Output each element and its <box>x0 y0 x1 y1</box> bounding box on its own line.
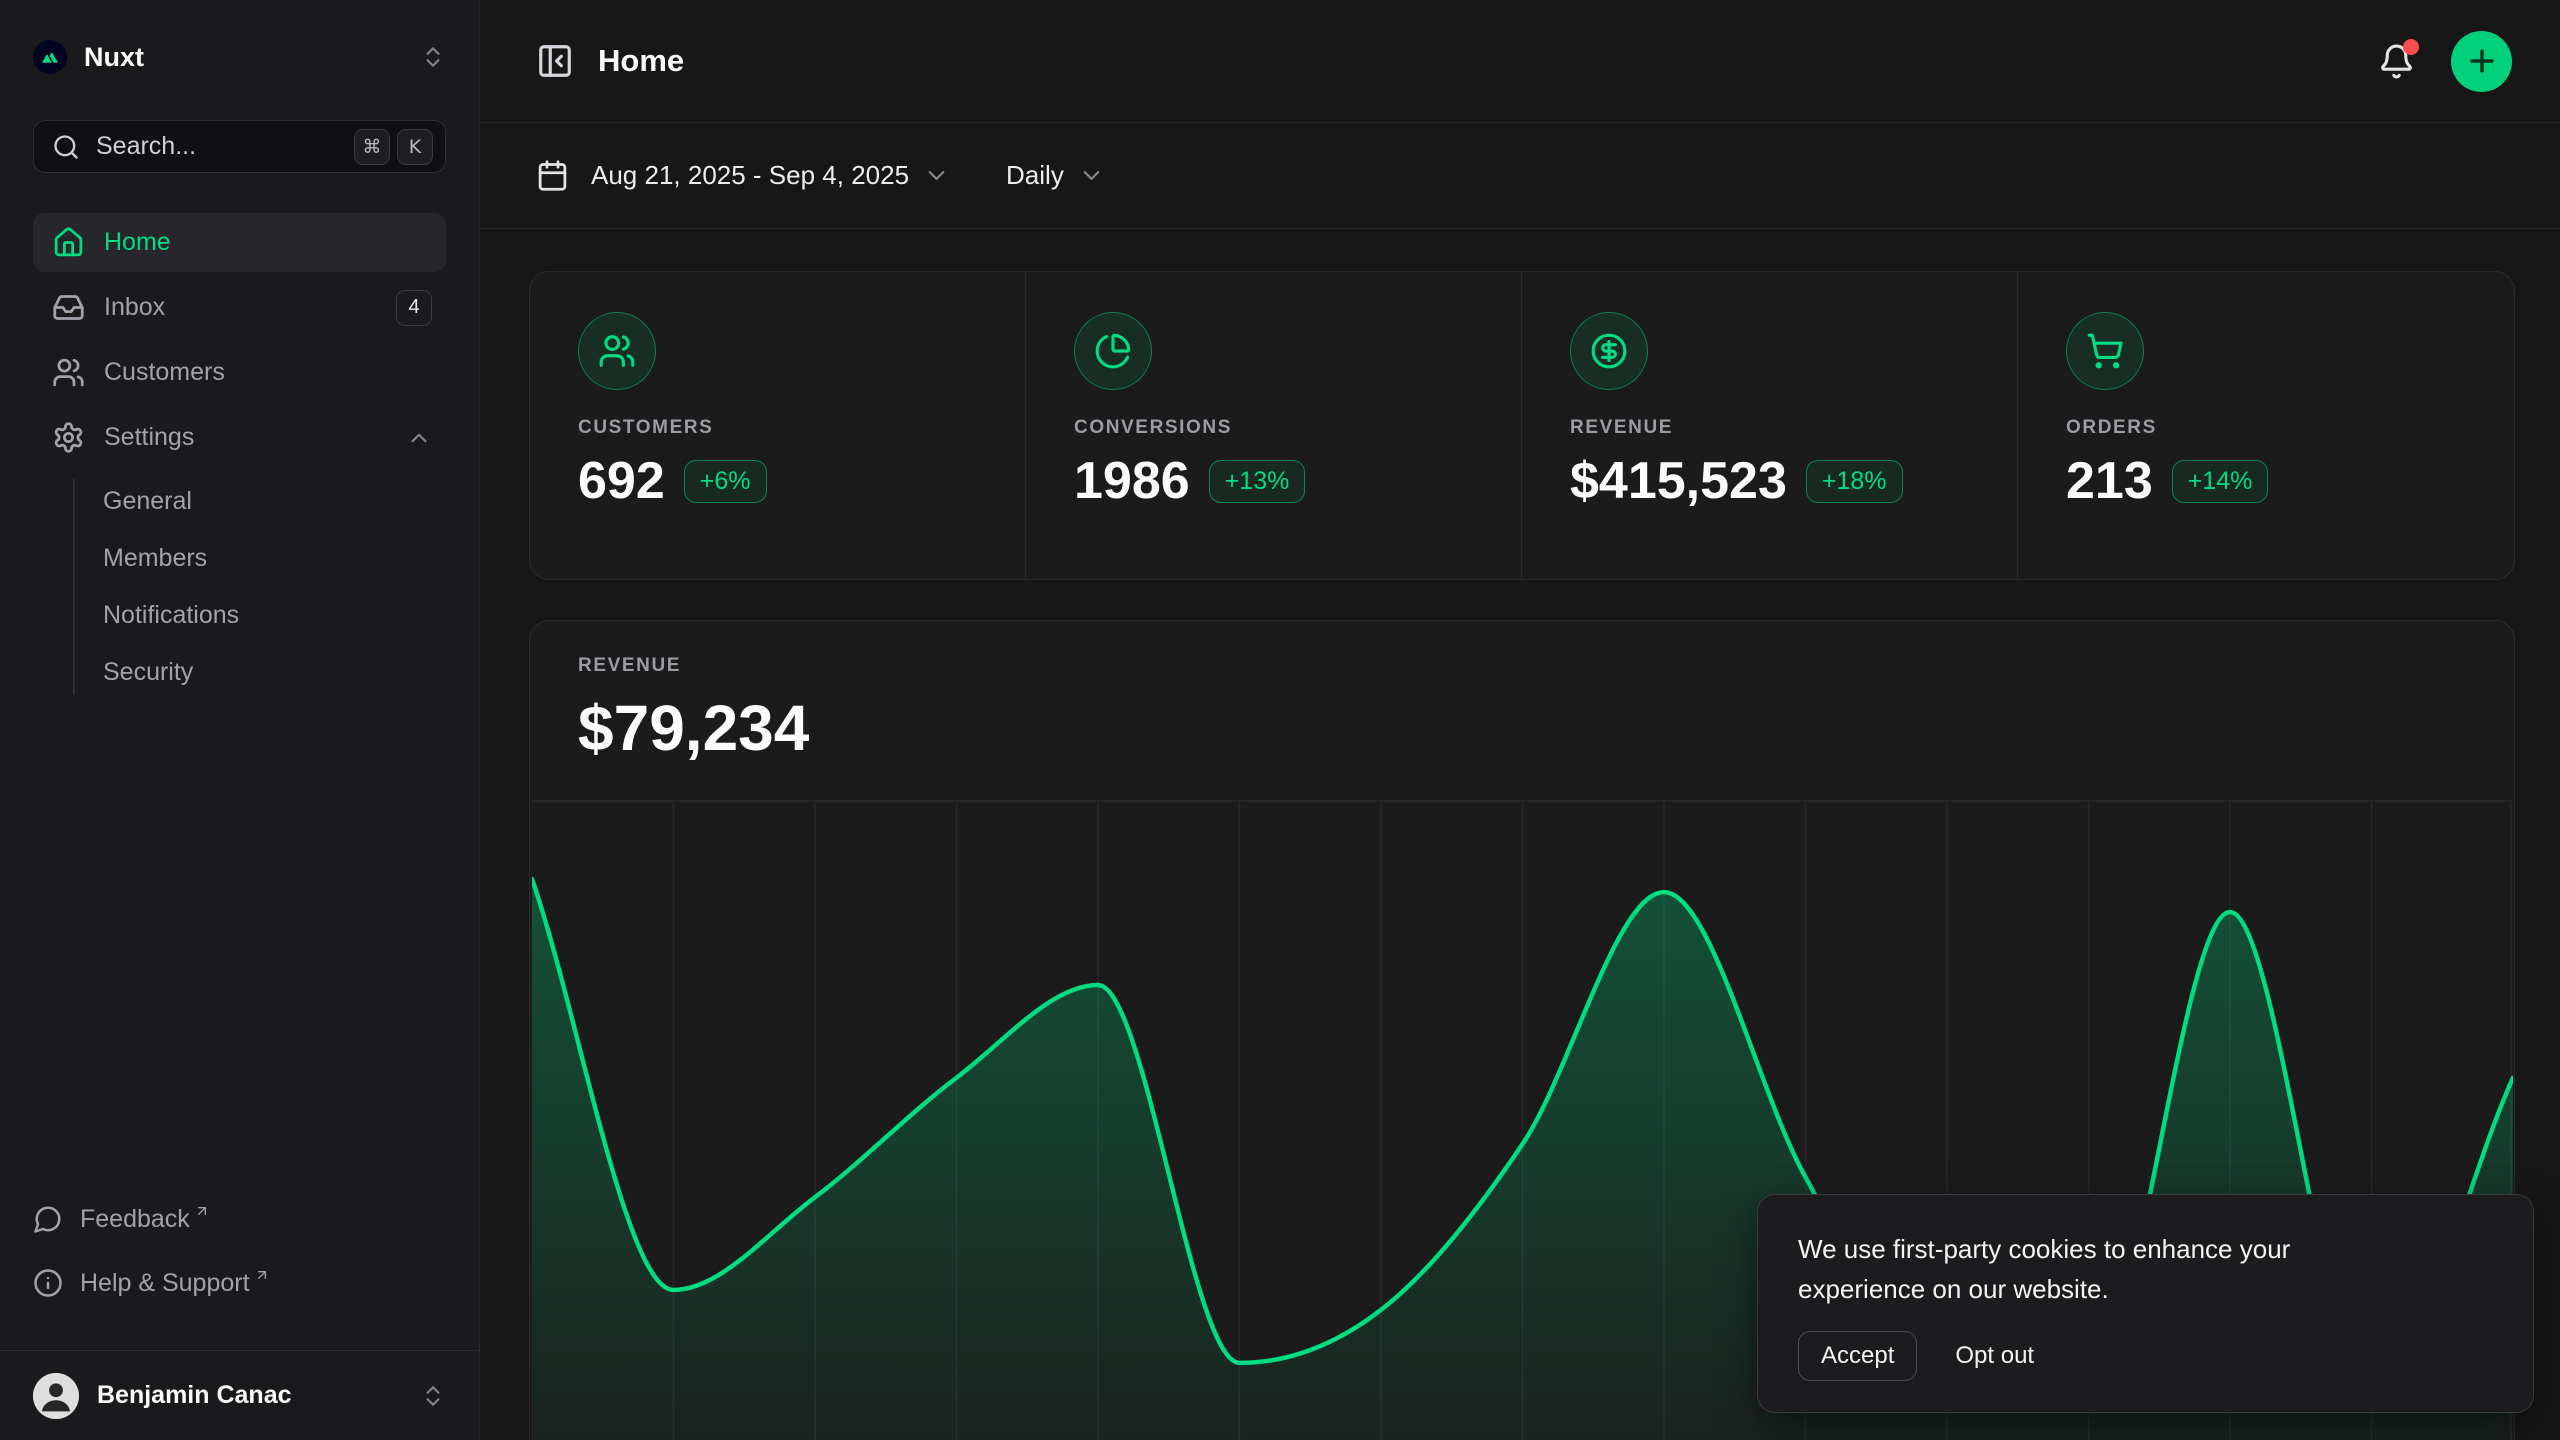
user-menu[interactable]: Benjamin Canac <box>33 1351 446 1440</box>
dollar-circle-icon <box>1570 312 1648 390</box>
house-icon <box>52 226 85 259</box>
calendar-icon <box>536 159 569 192</box>
stat-delta-badge: +6% <box>684 460 767 503</box>
sidebar-item-label: Home <box>104 228 432 257</box>
stat-card-revenue[interactable]: REVENUE $415,523 +18% <box>1522 272 2018 579</box>
users-icon <box>52 356 85 389</box>
stat-label: CUSTOMERS <box>578 417 1025 439</box>
sidebar-item-customers[interactable]: Customers <box>33 343 446 402</box>
date-range-value: Aug 21, 2025 - Sep 4, 2025 <box>591 160 909 191</box>
sidebar-item-members[interactable]: Members <box>73 530 446 587</box>
feedback-label: Feedback <box>80 1205 190 1234</box>
page-title: Home <box>598 43 2378 79</box>
optout-cookies-button[interactable]: Opt out <box>1955 1342 2034 1370</box>
notification-dot <box>2403 39 2419 55</box>
stat-card-customers[interactable]: CUSTOMERS 692 +6% <box>530 272 1026 579</box>
sub-item-label: Security <box>103 658 193 687</box>
accept-cookies-button[interactable]: Accept <box>1798 1331 1917 1381</box>
filters-toolbar: Aug 21, 2025 - Sep 4, 2025 Daily <box>480 123 2560 229</box>
nuxt-logo <box>33 40 67 74</box>
stat-value: 1986 <box>1074 451 1190 511</box>
search-icon <box>52 133 80 161</box>
sidebar-item-settings[interactable]: Settings <box>33 408 446 467</box>
search-input[interactable]: Search... ⌘ K <box>33 120 446 173</box>
sidebar-item-security[interactable]: Security <box>73 644 446 701</box>
sub-item-label: Members <box>103 544 207 573</box>
sidebar-item-home[interactable]: Home <box>33 213 446 272</box>
chevrons-up-down-icon <box>420 44 446 70</box>
nuxt-dashboard-app: { "colors": { "accent": "#00dc82", "back… <box>0 0 2560 1440</box>
period-value: Daily <box>1006 160 1064 191</box>
message-circle-icon <box>33 1204 63 1234</box>
stat-delta-badge: +13% <box>1209 460 1306 503</box>
cookie-banner: We use first-party cookies to enhance yo… <box>1757 1194 2534 1413</box>
cookie-message: We use first-party cookies to enhance yo… <box>1798 1229 2418 1309</box>
settings-subnav: General Members Notifications Security <box>33 473 446 701</box>
gear-icon <box>52 421 85 454</box>
stat-label: ORDERS <box>2066 417 2514 439</box>
workspace-name: Nuxt <box>84 42 420 73</box>
plus-icon <box>2465 44 2499 78</box>
inbox-count-badge: 4 <box>396 290 432 326</box>
kbd-cmd: ⌘ <box>354 129 390 165</box>
add-button[interactable] <box>2451 31 2512 92</box>
help-support-link[interactable]: Help & Support <box>33 1262 446 1305</box>
sidebar-nav: Home Inbox 4 Customers Settings General … <box>33 213 446 707</box>
chevron-down-icon <box>1078 162 1105 189</box>
chevron-down-icon <box>923 162 950 189</box>
stat-card-orders[interactable]: ORDERS 213 +14% <box>2018 272 2514 579</box>
stats-row: CUSTOMERS 692 +6% CONVERSIONS 1986 +13% <box>529 271 2515 580</box>
sidebar-item-notifications[interactable]: Notifications <box>73 587 446 644</box>
inbox-icon <box>52 291 85 324</box>
chevron-up-icon <box>406 425 432 451</box>
external-link-icon <box>194 1203 210 1219</box>
revenue-chart-label: REVENUE <box>578 655 2514 677</box>
stat-card-conversions[interactable]: CONVERSIONS 1986 +13% <box>1026 272 1522 579</box>
page-header: Home <box>480 0 2560 123</box>
stat-value: 692 <box>578 451 665 511</box>
stat-delta-badge: +14% <box>2172 460 2269 503</box>
sidebar: Nuxt Search... ⌘ K Home Inbox 4 Customer… <box>0 0 480 1440</box>
search-placeholder: Search... <box>96 132 347 161</box>
panel-left-close-icon <box>536 42 574 80</box>
sidebar-item-inbox[interactable]: Inbox 4 <box>33 278 446 337</box>
sub-item-label: Notifications <box>103 601 239 630</box>
external-link-icon <box>254 1267 270 1283</box>
kbd-k: K <box>397 129 433 165</box>
sub-item-label: General <box>103 487 192 516</box>
period-select[interactable]: Daily <box>1006 160 1105 191</box>
chevrons-up-down-icon <box>420 1383 446 1409</box>
workspace-switcher[interactable]: Nuxt <box>33 26 446 88</box>
notifications-button[interactable] <box>2378 43 2415 80</box>
sidebar-item-label: Settings <box>104 423 406 452</box>
main-area: Home Aug 21, 2025 - Sep 4, 2025 Daily CU… <box>480 0 2560 1440</box>
date-range-picker[interactable]: Aug 21, 2025 - Sep 4, 2025 <box>536 159 950 192</box>
user-name: Benjamin Canac <box>97 1381 420 1410</box>
info-icon <box>33 1268 63 1298</box>
stat-value: $415,523 <box>1570 451 1787 511</box>
sidebar-item-label: Inbox <box>104 293 396 322</box>
shopping-cart-icon <box>2066 312 2144 390</box>
stat-label: REVENUE <box>1570 417 2017 439</box>
pie-chart-icon <box>1074 312 1152 390</box>
sidebar-item-label: Customers <box>104 358 432 387</box>
revenue-chart-value: $79,234 <box>578 691 2514 765</box>
users-icon <box>578 312 656 390</box>
avatar <box>33 1373 79 1419</box>
stat-label: CONVERSIONS <box>1074 417 1521 439</box>
stat-delta-badge: +18% <box>1806 460 1903 503</box>
collapse-sidebar-button[interactable] <box>536 42 574 80</box>
feedback-link[interactable]: Feedback <box>33 1198 446 1241</box>
stat-value: 213 <box>2066 451 2153 511</box>
help-support-label: Help & Support <box>80 1269 250 1298</box>
sidebar-item-general[interactable]: General <box>73 473 446 530</box>
